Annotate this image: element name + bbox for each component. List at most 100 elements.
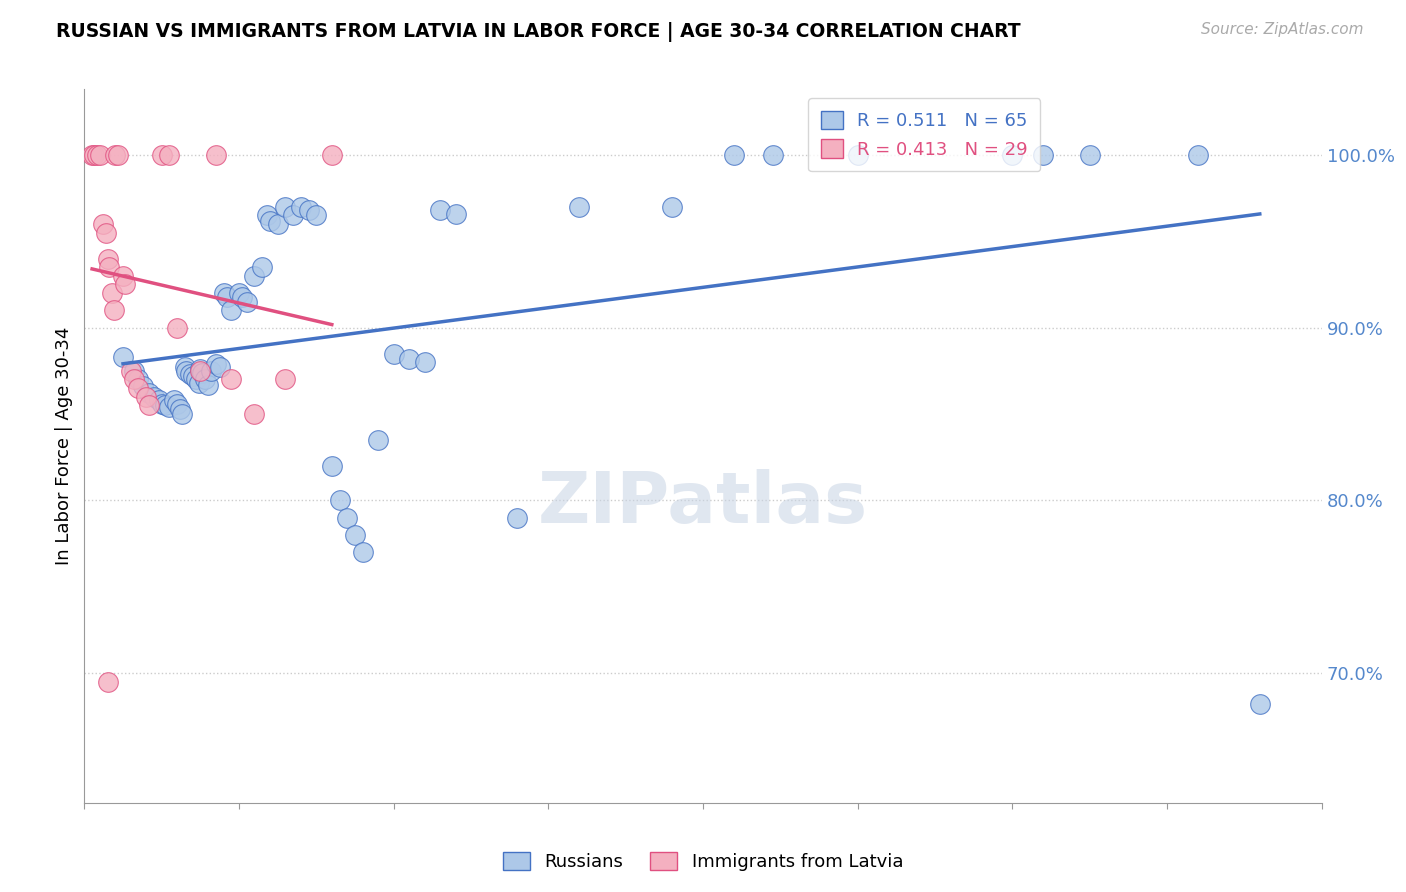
Point — [762, 148, 785, 162]
Point — [212, 286, 235, 301]
Point — [138, 386, 160, 401]
Point — [153, 398, 176, 412]
Point — [97, 674, 120, 689]
Point — [132, 379, 155, 393]
Point — [174, 360, 197, 375]
Point — [112, 268, 135, 283]
Point — [128, 381, 150, 395]
Point — [221, 372, 243, 386]
Point — [166, 320, 188, 334]
Point — [398, 351, 420, 366]
Legend: Russians, Immigrants from Latvia: Russians, Immigrants from Latvia — [495, 845, 911, 879]
Point — [321, 458, 343, 473]
Point — [305, 208, 328, 222]
Point — [413, 355, 436, 369]
Point — [329, 493, 352, 508]
Point — [352, 545, 374, 559]
Point — [661, 200, 683, 214]
Point — [83, 148, 105, 162]
Point — [209, 360, 232, 375]
Point — [91, 217, 114, 231]
Point — [97, 252, 120, 266]
Point — [1078, 148, 1101, 162]
Point — [215, 289, 238, 303]
Point — [243, 407, 266, 421]
Point — [344, 528, 367, 542]
Point — [112, 350, 135, 364]
Point — [231, 289, 253, 303]
Point — [86, 148, 108, 162]
Point — [163, 393, 186, 408]
Point — [191, 366, 214, 380]
Point — [179, 368, 201, 382]
Point — [298, 203, 321, 218]
Point — [166, 397, 188, 411]
Point — [290, 200, 312, 214]
Point — [723, 148, 745, 162]
Point — [243, 268, 266, 283]
Point — [104, 148, 127, 162]
Point — [274, 200, 297, 214]
Point — [98, 260, 121, 275]
Legend: R = 0.511   N = 65, R = 0.413   N = 29: R = 0.511 N = 65, R = 0.413 N = 29 — [808, 98, 1040, 171]
Text: ZIPatlas: ZIPatlas — [538, 468, 868, 538]
Point — [159, 148, 181, 162]
Point — [187, 376, 209, 390]
Point — [120, 364, 142, 378]
Point — [103, 303, 125, 318]
Point — [82, 148, 104, 162]
Point — [1001, 148, 1024, 162]
Point — [122, 372, 145, 386]
Point — [336, 510, 359, 524]
Point — [205, 357, 228, 371]
Text: RUSSIAN VS IMMIGRANTS FROM LATVIA IN LABOR FORCE | AGE 30-34 CORRELATION CHART: RUSSIAN VS IMMIGRANTS FROM LATVIA IN LAB… — [56, 22, 1021, 42]
Point — [194, 372, 217, 386]
Point — [176, 364, 198, 378]
Point — [429, 203, 451, 218]
Point — [188, 362, 212, 376]
Point — [382, 346, 405, 360]
Point — [444, 206, 467, 220]
Text: Source: ZipAtlas.com: Source: ZipAtlas.com — [1201, 22, 1364, 37]
Point — [181, 369, 204, 384]
Point — [1249, 698, 1271, 712]
Point — [159, 400, 181, 414]
Y-axis label: In Labor Force | Age 30-34: In Labor Force | Age 30-34 — [55, 326, 73, 566]
Point — [1187, 148, 1209, 162]
Point — [197, 377, 219, 392]
Point — [205, 148, 228, 162]
Point — [170, 407, 193, 421]
Point — [367, 433, 389, 447]
Point — [568, 200, 591, 214]
Point — [94, 226, 117, 240]
Point — [274, 372, 297, 386]
Point — [169, 401, 191, 416]
Point — [846, 148, 869, 162]
Point — [188, 364, 212, 378]
Point — [283, 208, 305, 222]
Point — [236, 294, 259, 309]
Point — [252, 260, 274, 275]
Point — [138, 398, 160, 412]
Point — [148, 393, 170, 408]
Point — [101, 286, 124, 301]
Point — [122, 364, 145, 378]
Point — [221, 303, 243, 318]
Point — [506, 510, 529, 524]
Point — [107, 148, 129, 162]
Point — [184, 372, 207, 386]
Point — [228, 286, 250, 301]
Point — [114, 277, 136, 292]
Point — [321, 148, 343, 162]
Point — [1032, 148, 1054, 162]
Point — [259, 213, 281, 227]
Point — [89, 148, 111, 162]
Point — [267, 217, 290, 231]
Point — [143, 390, 166, 404]
Point — [150, 148, 173, 162]
Point — [128, 372, 150, 386]
Point — [200, 364, 222, 378]
Point — [150, 397, 173, 411]
Point — [256, 208, 278, 222]
Point — [135, 390, 157, 404]
